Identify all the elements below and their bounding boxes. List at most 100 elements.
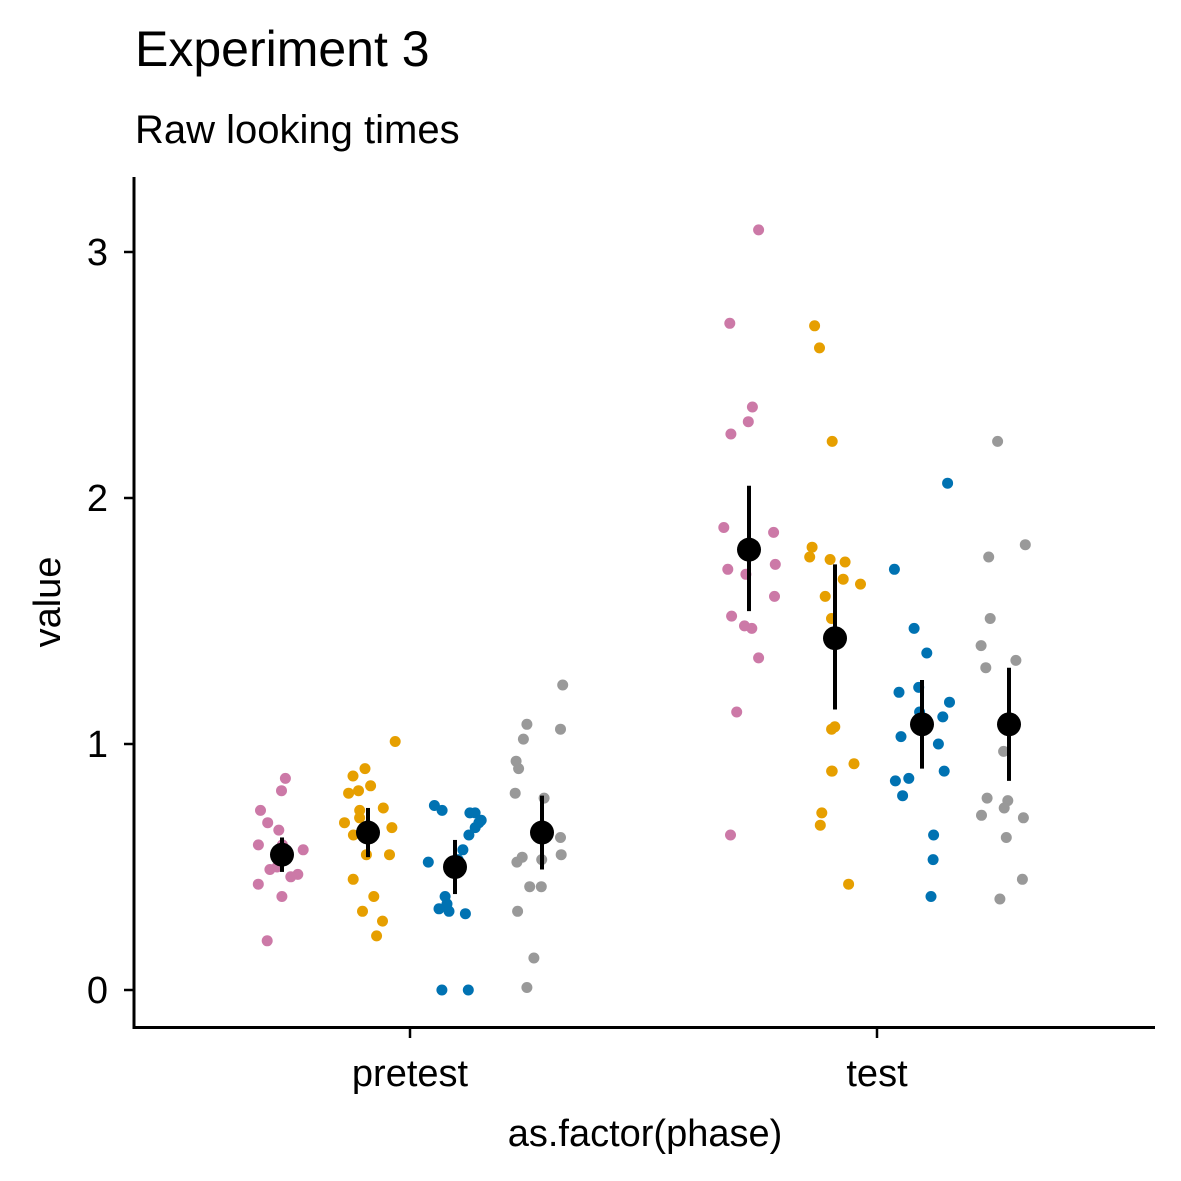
data-point-test-g2-6 bbox=[824, 554, 836, 565]
data-point-pretest-g4-18 bbox=[521, 982, 533, 993]
data-point-pretest-g3-17 bbox=[462, 984, 474, 996]
data-point-pretest-g2-2 bbox=[359, 763, 371, 775]
data-point-pretest-g1-4 bbox=[262, 817, 274, 829]
data-point-test-g3-9 bbox=[937, 711, 949, 723]
data-point-test-g3-20 bbox=[925, 891, 937, 902]
mean-point-test-g4 bbox=[997, 712, 1021, 737]
data-point-test-g2-16 bbox=[826, 765, 838, 777]
data-point-test-g1-7 bbox=[768, 526, 780, 538]
data-point-pretest-g1-7 bbox=[252, 839, 264, 851]
data-point-pretest-g3-7 bbox=[469, 822, 481, 834]
data-point-test-g4-13 bbox=[1017, 812, 1029, 824]
y-axis-ticks: 0 1 2 3 bbox=[87, 232, 134, 1012]
data-point-pretest-g4-1 bbox=[557, 679, 569, 691]
data-point-pretest-g2-10 bbox=[339, 817, 350, 829]
data-point-test-g1-8 bbox=[769, 558, 781, 570]
data-point-test-g3-12 bbox=[895, 731, 907, 743]
data-point-pretest-g1-3 bbox=[255, 804, 266, 816]
data-point-pretest-g2-9 bbox=[354, 812, 366, 824]
data-point-test-g2-9 bbox=[855, 578, 866, 590]
x-tick-label-test: test bbox=[846, 1053, 908, 1095]
data-point-test-g3-19 bbox=[927, 854, 939, 866]
data-point-test-g3-7 bbox=[944, 696, 955, 708]
data-point-test-g1-4 bbox=[742, 416, 754, 428]
data-point-test-g2-17 bbox=[816, 807, 828, 819]
data-point-test-g1-1 bbox=[753, 224, 765, 236]
data-point-pretest-g3-16 bbox=[459, 908, 471, 920]
data-point-pretest-g2-6 bbox=[343, 787, 355, 799]
data-point-test-g1-12 bbox=[726, 610, 738, 622]
data-point-pretest-g1-5 bbox=[273, 824, 285, 836]
data-point-pretest-g1-13 bbox=[285, 871, 297, 883]
data-point-test-g2-2 bbox=[814, 342, 825, 354]
data-point-pretest-g4-7 bbox=[509, 787, 521, 799]
data-point-test-g2-14 bbox=[848, 758, 860, 770]
mean-point-test-g1 bbox=[737, 537, 761, 562]
mean-point-pretest-g3 bbox=[443, 855, 467, 879]
mean-point-pretest-g4 bbox=[530, 820, 554, 845]
data-point-pretest-g4-16 bbox=[512, 905, 524, 917]
data-point-test-g4-2 bbox=[1019, 539, 1031, 551]
data-point-pretest-g2-11 bbox=[386, 822, 398, 834]
data-point-test-g2-7 bbox=[839, 556, 851, 568]
data-point-pretest-g3-18 bbox=[436, 984, 448, 996]
data-point-test-g4-5 bbox=[975, 640, 987, 652]
data-point-pretest-g2-15 bbox=[347, 873, 359, 885]
data-point-test-g1-5 bbox=[725, 428, 737, 440]
data-point-pretest-g4-10 bbox=[555, 849, 567, 861]
data-point-test-g1-3 bbox=[746, 401, 758, 413]
data-point-pretest-g3-9 bbox=[457, 844, 469, 856]
data-point-test-g2-4 bbox=[806, 541, 818, 553]
data-point-pretest-g1-11 bbox=[264, 864, 276, 875]
data-point-pretest-g3-14 bbox=[433, 903, 445, 915]
data-point-test-g3-17 bbox=[897, 790, 909, 802]
data-point-pretest-g2-18 bbox=[377, 915, 388, 927]
data-point-test-g3-6 bbox=[893, 686, 905, 698]
data-point-pretest-g4-6 bbox=[513, 763, 525, 775]
mean-point-test-g3 bbox=[910, 712, 934, 737]
x-axis-title: as.factor(phase) bbox=[508, 1113, 783, 1155]
data-point-pretest-g4-13 bbox=[511, 856, 523, 868]
data-point-pretest-g3-2 bbox=[436, 804, 448, 816]
data-point-test-g3-1 bbox=[942, 477, 954, 489]
data-point-test-g3-13 bbox=[932, 738, 944, 750]
data-point-test-g4-6 bbox=[1010, 654, 1022, 666]
data-point-test-g4-16 bbox=[994, 893, 1006, 905]
data-point-test-g2-1 bbox=[809, 320, 821, 332]
data-point-test-g2-10 bbox=[819, 590, 831, 602]
data-point-pretest-g3-11 bbox=[422, 856, 434, 868]
data-point-pretest-g1-1 bbox=[276, 785, 287, 797]
data-point-test-g1-11 bbox=[769, 590, 780, 602]
y-tick-label-3: 3 bbox=[87, 232, 108, 274]
data-point-test-g2-19 bbox=[843, 878, 855, 890]
data-point-test-g3-16 bbox=[889, 775, 901, 787]
data-point-pretest-g1-2 bbox=[279, 772, 291, 784]
data-point-test-g2-8 bbox=[837, 573, 849, 585]
data-point-pretest-g4-3 bbox=[555, 723, 566, 735]
data-point-pretest-g4-14 bbox=[524, 881, 536, 893]
mean-point-pretest-g2 bbox=[356, 820, 380, 845]
data-point-test-g1-15 bbox=[753, 652, 765, 664]
data-point-test-g2-5 bbox=[804, 551, 816, 563]
data-point-test-g3-2 bbox=[888, 563, 900, 575]
data-point-pretest-g2-13 bbox=[384, 849, 395, 861]
data-point-test-g3-15 bbox=[903, 772, 915, 784]
data-point-pretest-g2-3 bbox=[347, 770, 359, 782]
data-point-test-g3-18 bbox=[928, 829, 940, 841]
data-point-test-g3-4 bbox=[921, 647, 933, 659]
data-point-pretest-g4-4 bbox=[517, 733, 529, 745]
x-axis-ticks: pretest test bbox=[352, 1028, 908, 1095]
data-point-pretest-g4-9 bbox=[555, 832, 566, 843]
data-point-test-g1-14 bbox=[746, 622, 758, 634]
chart-title: Experiment 3 bbox=[135, 21, 430, 77]
data-point-test-g4-7 bbox=[980, 662, 992, 674]
data-point-test-g4-9 bbox=[981, 792, 993, 804]
data-point-pretest-g2-5 bbox=[353, 785, 364, 797]
data-point-pretest-g3-4 bbox=[469, 807, 481, 819]
data-point-test-g4-12 bbox=[976, 809, 987, 821]
data-point-pretest-g2-19 bbox=[371, 930, 383, 942]
data-point-pretest-g4-2 bbox=[521, 718, 533, 730]
summary-stats bbox=[270, 485, 1021, 895]
data-point-test-g4-15 bbox=[1016, 873, 1028, 885]
